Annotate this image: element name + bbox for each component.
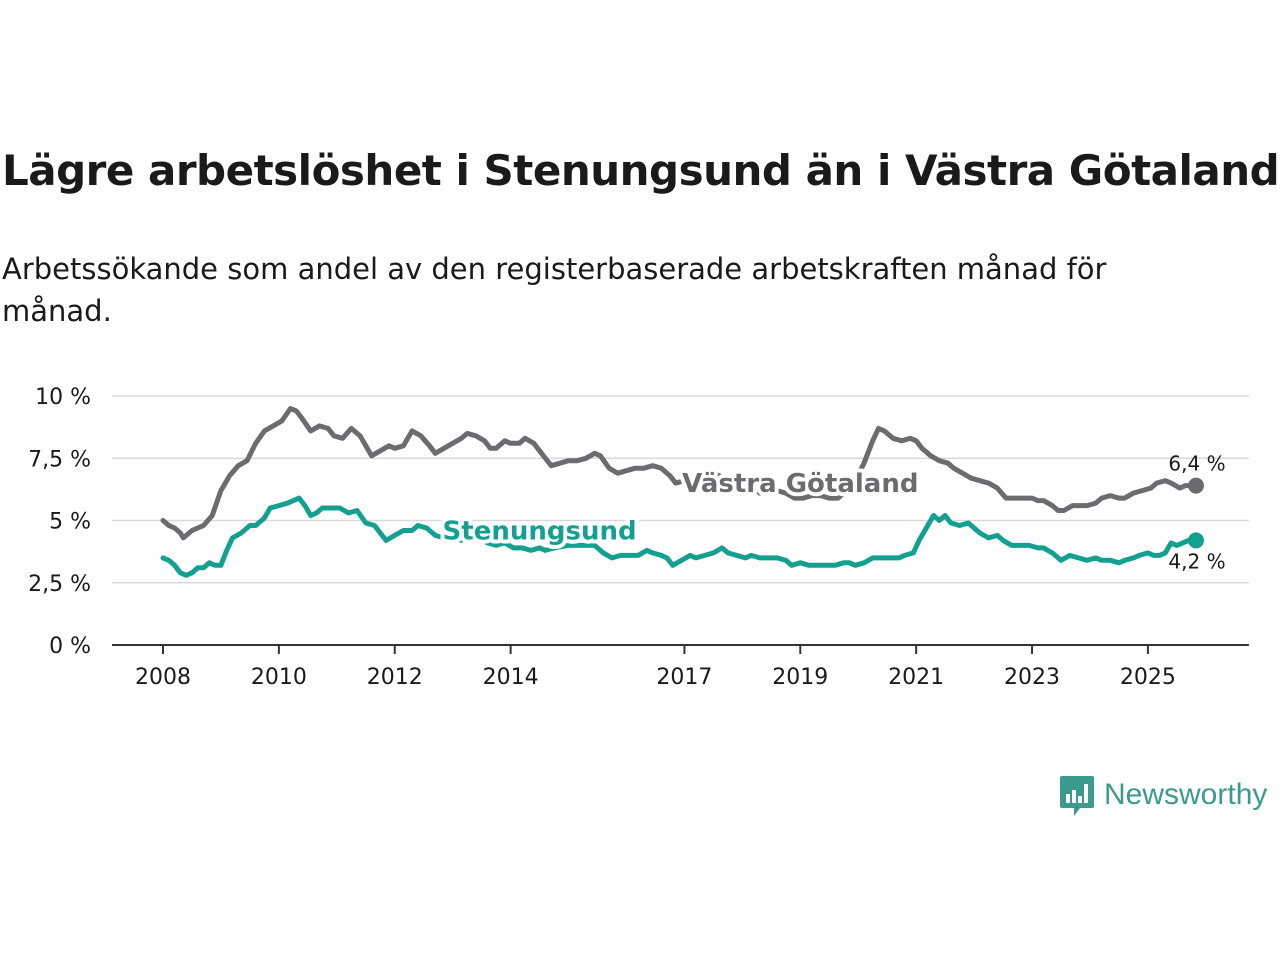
series-end-point-vastra-gotaland — [1188, 477, 1204, 494]
y-tick-label: 7,5 % — [28, 447, 91, 472]
x-tick-label: 2012 — [367, 665, 423, 690]
x-tick-label: 2019 — [772, 665, 828, 690]
x-tick-label: 2021 — [888, 665, 944, 690]
x-axis: 2008 2010 2012 2014 2017 2019 2021 2023 2025 — [112, 644, 1249, 690]
brand-name: Newsworthy — [1104, 778, 1268, 811]
y-tick-label: 5 % — [49, 510, 91, 535]
x-tick-label: 2025 — [1120, 665, 1176, 690]
y-tick-label: 10 % — [35, 385, 91, 410]
chart-title: Lägre arbetslöshet i Stenungsund än i Vä… — [2, 146, 1280, 195]
newsworthy-logo-icon — [1060, 776, 1094, 816]
x-tick-label: 2023 — [1004, 665, 1060, 690]
series-end-point-stenungsund — [1188, 532, 1204, 549]
series-line-stenungsund — [160, 495, 1199, 578]
series-line-vastra-gotaland — [160, 406, 1199, 541]
series-end-label: 6,4 % — [1168, 452, 1225, 476]
x-tick-label: 2008 — [135, 665, 191, 690]
series-lines — [160, 406, 1204, 578]
series-name-label: Västra Götaland — [682, 469, 918, 499]
line-chart: 0 % 2,5 % 5 % 7,5 % 10 % 2008 2010 2012 2014 201… — [28, 385, 1249, 690]
series-name-label: Stenungsund — [443, 516, 637, 546]
chart-subtitle: Arbetssökande som andel av den registerb… — [2, 252, 1107, 328]
y-axis-ticks: 0 % 2,5 % 5 % 7,5 % 10 % — [28, 385, 91, 659]
y-tick-label: 0 % — [49, 634, 91, 659]
x-tick-label: 2017 — [656, 665, 712, 690]
series-end-label: 4,2 % — [1168, 549, 1225, 573]
x-tick-label: 2010 — [251, 665, 307, 690]
gridlines — [112, 395, 1249, 584]
y-tick-label: 2,5 % — [28, 572, 91, 597]
x-tick-label: 2014 — [483, 665, 539, 690]
series-labels: 6,4 % 4,2 % Västra Götaland Stenungsund — [439, 452, 1226, 574]
newsworthy-logo: Newsworthy — [1058, 772, 1267, 818]
